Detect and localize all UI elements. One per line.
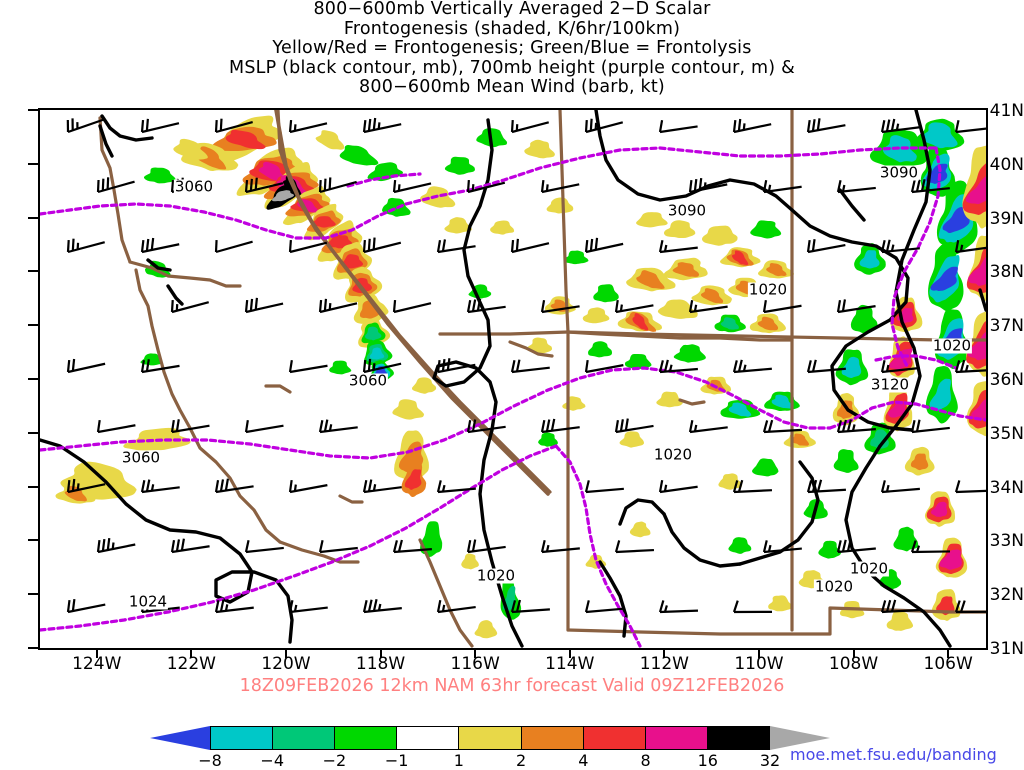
y-tick-label: 31N bbox=[988, 639, 1024, 659]
colorbar-cell bbox=[335, 727, 397, 749]
y-tick-label: 38N bbox=[988, 262, 1024, 282]
x-tick bbox=[474, 649, 476, 658]
contour-label-height: 3090 bbox=[879, 166, 919, 181]
title-line-2: Frontogenesis (shaded, K/6hr/100km) bbox=[0, 20, 1024, 40]
title-line-5: 800−600mb Mean Wind (barb, kt) bbox=[0, 78, 1024, 98]
y-tick bbox=[28, 432, 38, 434]
colorbar-cell bbox=[397, 727, 459, 749]
y-tick bbox=[28, 486, 38, 488]
y-tick bbox=[28, 539, 38, 541]
y-tick bbox=[28, 593, 38, 595]
title-line-3: Yellow/Red = Frontogenesis; Green/Blue =… bbox=[0, 39, 1024, 59]
colorbar-cell bbox=[708, 727, 769, 749]
x-tick bbox=[96, 649, 98, 658]
contour-label-height: 3090 bbox=[667, 204, 707, 219]
y-tick-label: 34N bbox=[988, 478, 1024, 498]
x-tick bbox=[853, 649, 855, 658]
watermark: moe.met.fsu.edu/banding bbox=[790, 745, 997, 764]
x-tick bbox=[285, 649, 287, 658]
colorbar-tick-label: 32 bbox=[760, 751, 780, 770]
x-tick bbox=[569, 649, 571, 658]
y-tick bbox=[28, 217, 38, 219]
x-tick bbox=[190, 649, 192, 658]
colorbar-tick-label: 8 bbox=[640, 751, 650, 770]
contour-label-height: 3060 bbox=[174, 180, 214, 195]
contour-label-height: 3120 bbox=[870, 378, 910, 393]
colorbar-cell bbox=[646, 727, 708, 749]
colorbar-cells bbox=[210, 726, 770, 750]
contour-label-mslp: 1020 bbox=[653, 448, 693, 463]
y-tick bbox=[28, 378, 38, 380]
y-tick bbox=[28, 109, 38, 111]
x-tick bbox=[947, 649, 949, 658]
y-tick-label: 33N bbox=[988, 531, 1024, 551]
y-tick bbox=[28, 647, 38, 649]
title-line-1: 800−600mb Vertically Averaged 2−D Scalar bbox=[0, 0, 1024, 20]
colorbar-tick-label: 1 bbox=[454, 751, 464, 770]
y-tick-label: 35N bbox=[988, 424, 1024, 444]
y-tick-label: 32N bbox=[988, 585, 1024, 605]
contour-label-mslp: 1020 bbox=[932, 339, 972, 354]
colorbar-tick-label: −1 bbox=[385, 751, 409, 770]
y-tick-label: 41N bbox=[988, 101, 1024, 121]
contour-label-mslp: 1024 bbox=[128, 595, 168, 610]
colorbar-tick-label: 16 bbox=[698, 751, 718, 770]
contour-label-mslp: 1020 bbox=[476, 569, 516, 584]
y-tick bbox=[28, 324, 38, 326]
chart-title-block: 800−600mb Vertically Averaged 2−D Scalar… bbox=[0, 0, 1024, 100]
contour-label-mslp: 1020 bbox=[748, 283, 788, 298]
y-tick-label: 37N bbox=[988, 316, 1024, 336]
colorbar-cell bbox=[273, 727, 335, 749]
colorbar-cell bbox=[211, 727, 273, 749]
y-tick-label: 39N bbox=[988, 209, 1024, 229]
y-tick-label: 36N bbox=[988, 370, 1024, 390]
colorbar-tick-label: 2 bbox=[516, 751, 526, 770]
colorbar-cell bbox=[459, 727, 521, 749]
x-tick bbox=[380, 649, 382, 658]
contour-label-mslp: 1020 bbox=[849, 562, 889, 577]
x-tick bbox=[758, 649, 760, 658]
contour-label-mslp: 1020 bbox=[814, 580, 854, 595]
y-tick-label: 40N bbox=[988, 155, 1024, 175]
title-line-4: MSLP (black contour, mb), 700mb height (… bbox=[0, 59, 1024, 79]
contour-label-height: 3060 bbox=[348, 374, 388, 389]
forecast-caption: 18Z09FEB2026 12km NAM 63hr forecast Vali… bbox=[0, 676, 1024, 696]
y-tick bbox=[28, 270, 38, 272]
y-tick bbox=[28, 163, 38, 165]
colorbar-tick-label: −4 bbox=[260, 751, 284, 770]
colorbar-tick-label: 4 bbox=[578, 751, 588, 770]
colorbar-tick-label: −8 bbox=[198, 751, 222, 770]
contour-label-height: 3060 bbox=[121, 451, 161, 466]
x-tick bbox=[663, 649, 665, 658]
map-plot-area[interactable]: 3060 3060 3060 3090 3090 3120 1020 1020 1020 1020… bbox=[38, 108, 988, 650]
colorbar: −8 −4 −2 −1 1 2 4 8 16 32 bbox=[150, 726, 890, 768]
colorbar-cell bbox=[522, 727, 584, 749]
colorbar-cell bbox=[584, 727, 646, 749]
colorbar-tick-label: −2 bbox=[323, 751, 347, 770]
colorbar-under-arrow bbox=[150, 726, 210, 750]
